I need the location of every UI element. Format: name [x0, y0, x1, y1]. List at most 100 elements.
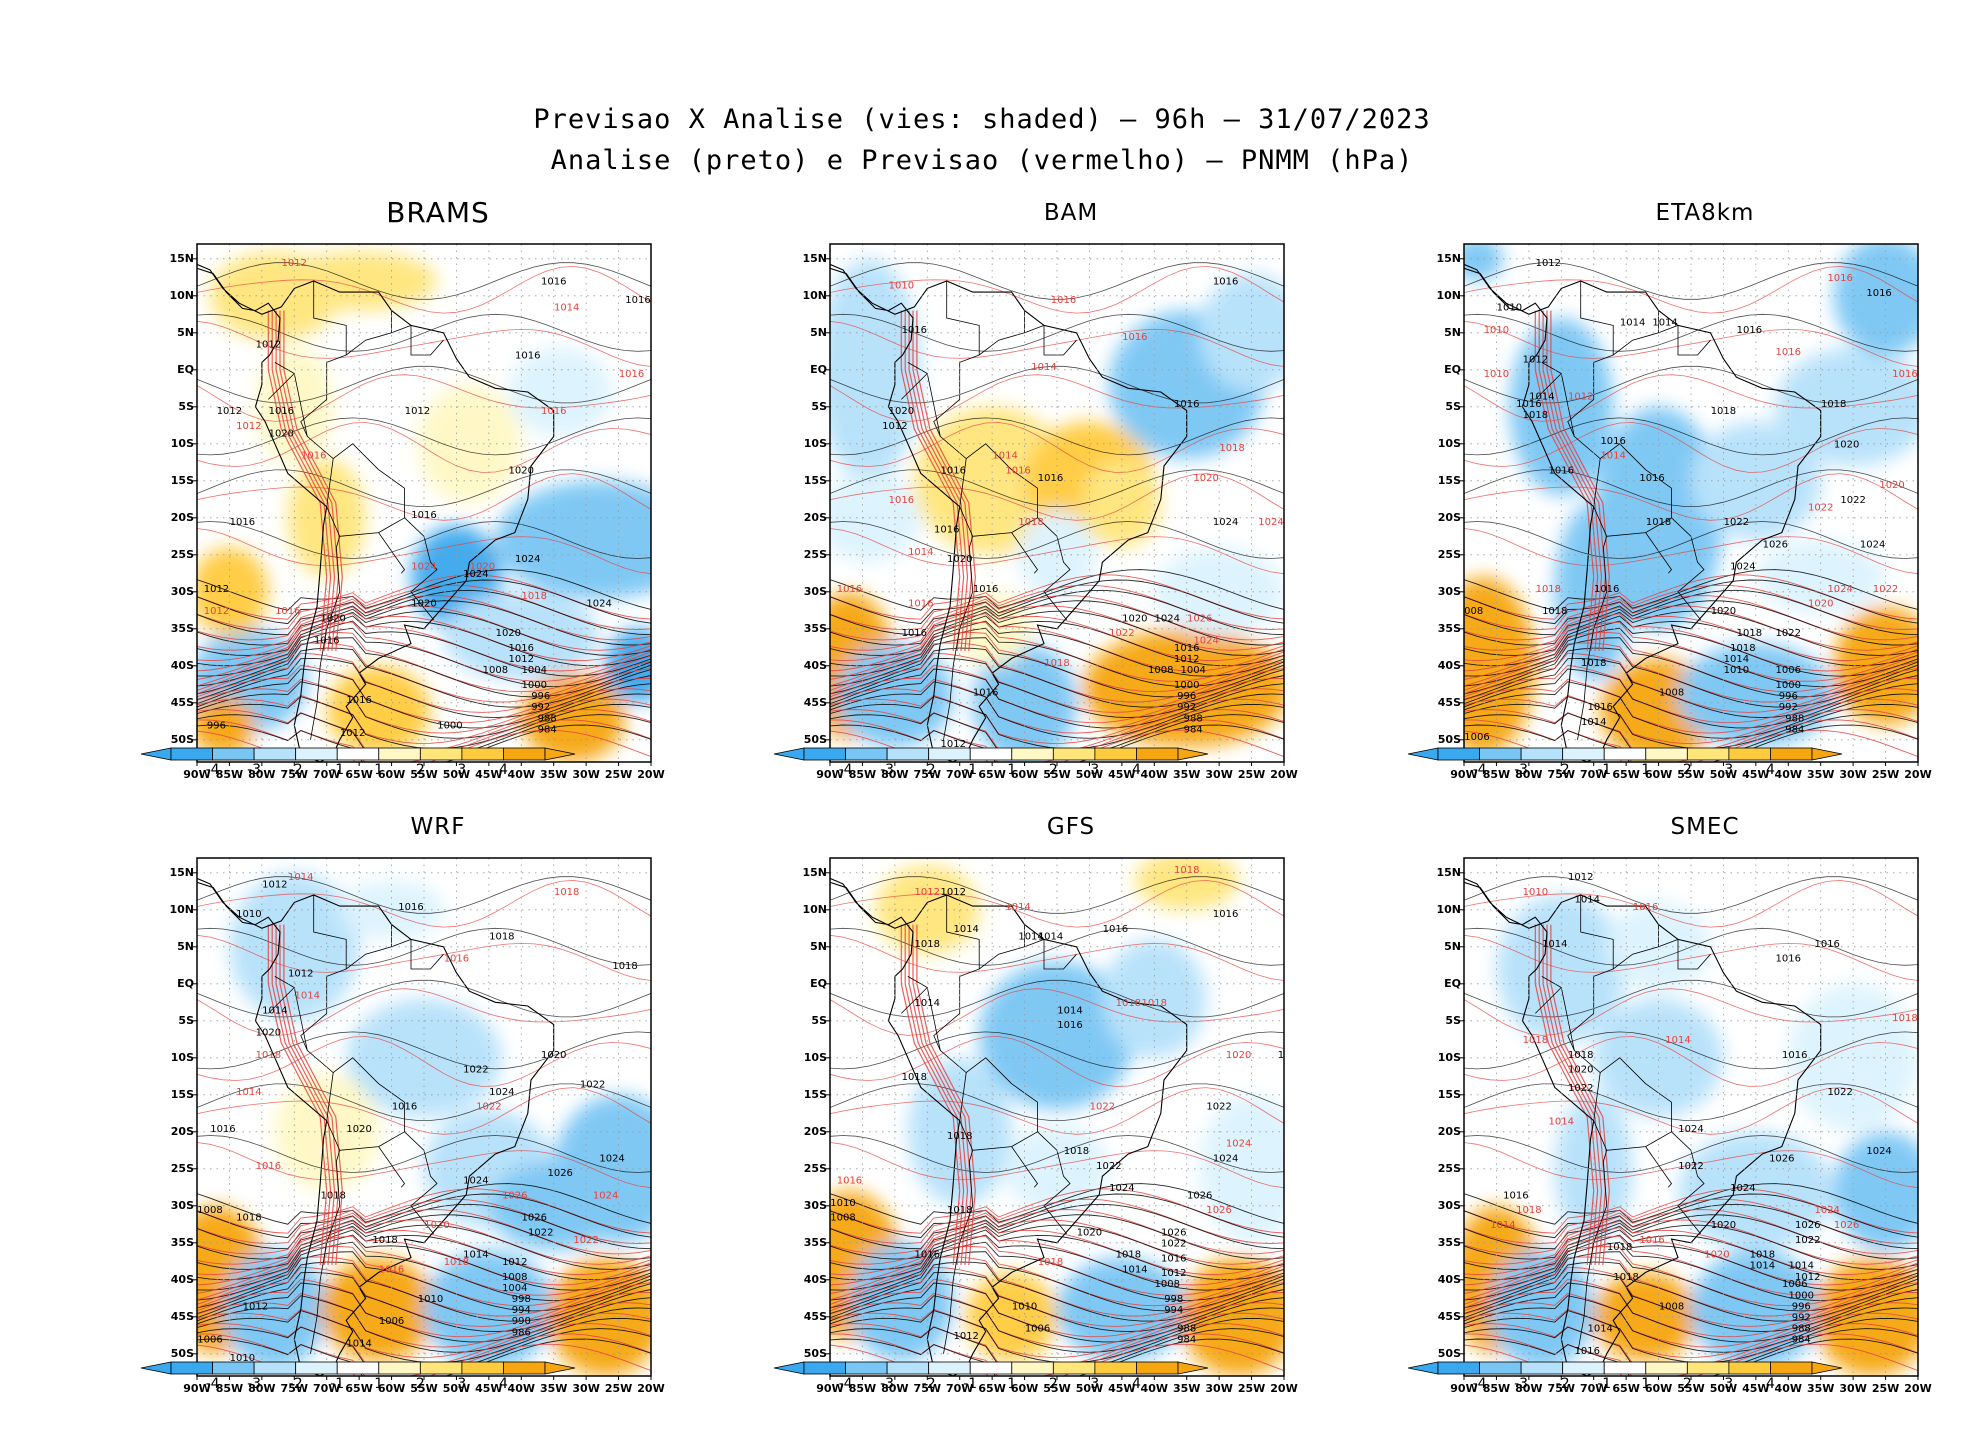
forecast-isobar — [1464, 1215, 1918, 1265]
analysis-contour-label: 1016 — [1639, 473, 1664, 484]
colorbar-label: -1 — [963, 1376, 978, 1392]
colorbar-label: 4 — [1131, 1376, 1141, 1392]
country-border — [1541, 362, 1575, 437]
colorbar-swatch — [969, 747, 1013, 761]
colorbar-label: 2 — [1048, 762, 1058, 778]
lat-tick-label: 50S — [170, 732, 194, 746]
forecast-isobar — [279, 924, 340, 1266]
lat-tick-label: 15N — [169, 865, 194, 879]
lat-tick-label: 35S — [1437, 621, 1461, 635]
lat-tick-label: 40S — [170, 658, 194, 672]
lat-tick-label: 25S — [803, 1161, 827, 1175]
forecast-contour-label: 1014 — [295, 991, 320, 1002]
forecast-isobar — [279, 310, 340, 652]
lon-tick-label: 50W — [1075, 1382, 1104, 1395]
colorbar-label: -3 — [247, 1376, 262, 1392]
analysis-isobar — [1464, 627, 1918, 687]
colorbar-swatch — [845, 1361, 888, 1375]
forecast-contour-label: 1024 — [411, 562, 436, 573]
analysis-contour-label: 1020 — [541, 1050, 566, 1061]
lon-tick-label: 85W — [848, 1382, 877, 1395]
forecast-contour-label: 1018 — [1018, 517, 1043, 528]
lat-tick-label: 5S — [178, 1013, 194, 1027]
forecast-isobar — [1538, 310, 1599, 652]
forecast-contour-label: 1012 — [204, 606, 229, 617]
analysis-contour-label: 984 — [1177, 1335, 1196, 1346]
forecast-contour-label: 1022 — [573, 1235, 598, 1246]
forecast-contour-label: 1018 — [1174, 865, 1199, 876]
lon-tick-label: 50W — [442, 1382, 471, 1395]
colorbar-label: 3 — [457, 1376, 467, 1392]
analysis-contour-label: 1000 — [1776, 680, 1801, 691]
lat-tick-label: 10N — [1436, 902, 1461, 916]
colorbar-label: -4 — [205, 762, 220, 778]
colorbar-swatch — [1094, 747, 1137, 761]
analysis-contour-label: 1016 — [398, 902, 423, 913]
forecast-isobar — [197, 601, 651, 651]
analysis-contour-label: 1018 — [1542, 606, 1567, 617]
lon-tick-label: 60W — [1644, 1382, 1673, 1395]
lat-tick-label: EQ — [810, 976, 827, 990]
analysis-isobar — [830, 647, 1284, 708]
analysis-contour-label: 1014 — [1581, 717, 1606, 728]
colorbar-swatch — [1686, 1361, 1730, 1375]
analysis-contour-label: 1016 — [210, 1124, 235, 1135]
lon-tick-label: 40W — [1774, 768, 1802, 781]
lon-tick-label: 25W — [604, 1382, 633, 1395]
analysis-contour-label: 1010 — [1497, 303, 1522, 314]
analysis-contour-label: 1016 — [346, 695, 371, 706]
analysis-contour-label: 1006 — [379, 1316, 404, 1327]
forecast-contour-label: 1016 — [889, 495, 914, 506]
lat-tick-label: 40S — [170, 1272, 194, 1286]
bias-shade-area — [966, 1272, 1057, 1362]
lon-tick-label: 30W — [1205, 1382, 1233, 1395]
forecast-contour-label: 1020 — [1226, 1050, 1251, 1061]
forecast-contour-label: 1024 — [1193, 636, 1218, 647]
analysis-isobar — [830, 469, 1284, 507]
analysis-isobar — [1464, 1193, 1918, 1239]
forecast-contour-label: 1016 — [619, 369, 644, 380]
forecast-contour-label: 1014 — [554, 303, 579, 314]
forecast-isobar — [1464, 1220, 1918, 1276]
analysis-isobar — [830, 627, 1284, 687]
colorbar-swatch — [803, 1361, 846, 1375]
colorbar-swatch — [1437, 747, 1480, 761]
forecast-isobar — [197, 422, 651, 473]
analysis-contour-label: 1014 — [1724, 654, 1749, 665]
analysis-contour-label: 1016 — [1038, 473, 1063, 484]
country-border — [268, 373, 295, 400]
forecast-contour-label: 1020 — [470, 562, 495, 573]
colorbar-label: -3 — [1514, 762, 1529, 778]
forecast-contour-label: 1016 — [1776, 347, 1801, 358]
forecast-contour-label: 1010 — [889, 280, 914, 291]
forecast-isobar — [197, 621, 651, 682]
forecast-contour-label: 1016 — [1633, 902, 1658, 913]
forecast-isobar — [197, 613, 651, 672]
analysis-contour-label: 1012 — [288, 968, 313, 979]
analysis-contour-label: 1012 — [1795, 1272, 1820, 1283]
lat-tick-label: 45S — [803, 1309, 827, 1323]
analysis-contour-label: 1014 — [1789, 1261, 1814, 1272]
forecast-isobar — [197, 1235, 651, 1296]
country-border — [326, 506, 405, 537]
lat-tick-label: 15S — [803, 1087, 827, 1101]
colorbar-swatch — [336, 747, 380, 761]
analysis-contour-label: 1012 — [1568, 872, 1593, 883]
bias-shade-area — [1134, 858, 1239, 910]
analysis-contour-label: 984 — [538, 724, 557, 735]
lon-tick-label: 90W — [816, 1382, 844, 1395]
analysis-contour-label: 990 — [512, 1316, 531, 1327]
lon-tick-label: 60W — [1644, 768, 1673, 781]
forecast-contour-label: 1018 — [1536, 584, 1561, 595]
analysis-contour-label: 1022 — [1795, 1235, 1820, 1246]
forecast-contour-label: 1022 — [1109, 628, 1134, 639]
lat-tick-label: 15N — [1436, 865, 1461, 879]
analysis-isobar — [830, 1295, 1284, 1353]
bias-shade-area — [1775, 347, 1918, 466]
analysis-isobar — [1464, 724, 1918, 762]
analysis-contour-label: 986 — [512, 1327, 531, 1338]
country-border — [1593, 506, 1672, 537]
analysis-isobar — [1464, 521, 1918, 559]
analysis-contour-label: 1014 — [1018, 931, 1043, 942]
analysis-contour-label: 1016 — [934, 525, 959, 536]
